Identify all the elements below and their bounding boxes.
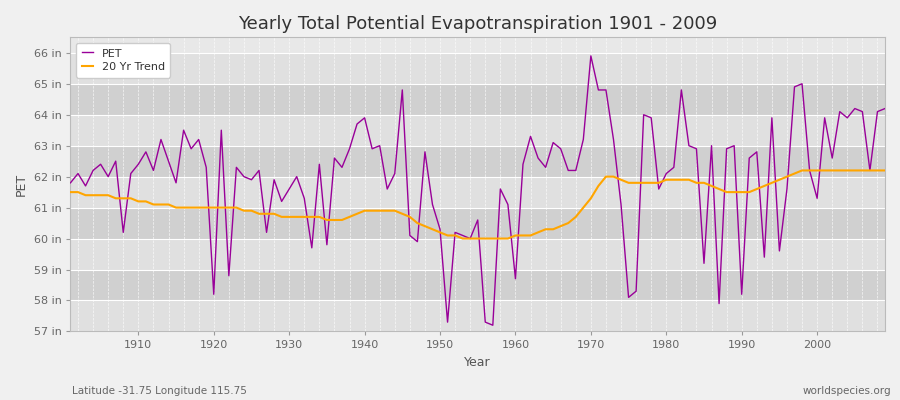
PET <box>337 165 347 170</box>
20 Yr Trend <box>879 168 890 173</box>
Text: Latitude -31.75 Longitude 115.75: Latitude -31.75 Longitude 115.75 <box>72 386 247 396</box>
Bar <box>70 300 885 332</box>
PET <box>65 180 76 185</box>
20 Yr Trend <box>796 168 807 173</box>
Y-axis label: PET: PET <box>15 173 28 196</box>
Line: PET: PET <box>70 56 885 325</box>
Line: 20 Yr Trend: 20 Yr Trend <box>70 170 885 238</box>
Bar <box>70 53 885 84</box>
20 Yr Trend <box>337 218 347 222</box>
Bar <box>70 270 885 300</box>
PET <box>616 202 626 207</box>
PET <box>510 276 521 281</box>
20 Yr Trend <box>125 196 136 201</box>
20 Yr Trend <box>608 174 619 179</box>
PET <box>292 174 302 179</box>
PET <box>879 106 890 111</box>
Bar <box>70 84 885 115</box>
Bar <box>70 208 885 238</box>
PET <box>488 323 499 328</box>
X-axis label: Year: Year <box>464 356 491 369</box>
Bar <box>70 177 885 208</box>
PET <box>586 54 597 58</box>
Bar <box>70 115 885 146</box>
Bar <box>70 238 885 270</box>
Text: worldspecies.org: worldspecies.org <box>803 386 891 396</box>
20 Yr Trend <box>292 214 302 219</box>
20 Yr Trend <box>457 236 468 241</box>
Title: Yearly Total Potential Evapotranspiration 1901 - 2009: Yearly Total Potential Evapotranspiratio… <box>238 15 717 33</box>
PET <box>125 171 136 176</box>
20 Yr Trend <box>510 233 521 238</box>
Bar <box>70 146 885 177</box>
20 Yr Trend <box>518 233 528 238</box>
20 Yr Trend <box>65 190 76 194</box>
Legend: PET, 20 Yr Trend: PET, 20 Yr Trend <box>76 43 170 78</box>
PET <box>518 162 528 167</box>
